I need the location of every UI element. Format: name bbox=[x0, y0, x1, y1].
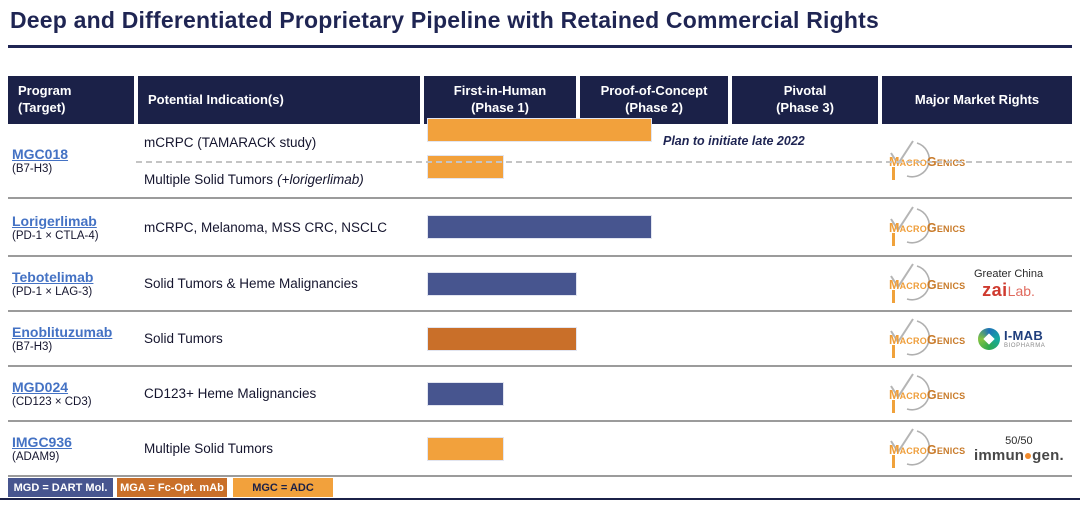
market-rights-cell: MacroGenics 50/50 immun gen. bbox=[884, 422, 1074, 475]
macrogenics-swoosh-icon bbox=[890, 427, 930, 468]
title-underline bbox=[8, 45, 1072, 48]
macrogenics-swoosh-icon bbox=[890, 262, 930, 303]
i-mab-subtitle: BIOPHARMA bbox=[1004, 342, 1046, 349]
bar-annotation: Plan to initiate late 2022 bbox=[663, 134, 805, 148]
program-target: (CD123 × CD3) bbox=[12, 396, 92, 408]
phase-progress-bar bbox=[427, 326, 577, 351]
indication-text: Multiple Solid Tumors bbox=[144, 441, 274, 456]
i-mab-logo: I-MAB BIOPHARMA bbox=[978, 327, 1046, 350]
column-header-indications: Potential Indication(s) bbox=[138, 76, 420, 124]
immunogen-dot-icon bbox=[1025, 452, 1032, 459]
program-link-imgc936[interactable]: IMGC936 bbox=[12, 434, 72, 450]
macrogenics-swoosh-icon bbox=[890, 139, 930, 180]
program-target: (ADAM9) bbox=[12, 451, 60, 463]
program-cell: IMGC936 (ADAM9) bbox=[12, 422, 132, 475]
pipeline-row-mgd024: MGD024 (CD123 × CD3) CD123+ Heme Maligna… bbox=[0, 367, 1080, 420]
column-header-program: Program (Target) bbox=[8, 76, 134, 124]
program-target: (PD-1 × CTLA-4) bbox=[12, 229, 99, 242]
phase-progress-bar bbox=[427, 155, 504, 179]
column-header-phase3: Pivotal (Phase 3) bbox=[732, 76, 878, 124]
program-cell: Tebotelimab (PD-1 × LAG-3) bbox=[12, 257, 132, 310]
macrogenics-logo: MacroGenics bbox=[884, 204, 972, 250]
program-cell: Lorigerlimab (PD-1 × CTLA-4) bbox=[12, 199, 132, 255]
market-rights-cell: MacroGenics I-MAB BIOPHARMA bbox=[884, 312, 1074, 365]
macrogenics-swoosh-icon bbox=[890, 317, 930, 358]
macrogenics-logo: MacroGenics bbox=[884, 316, 972, 362]
zai-wordmark: zaiLab. bbox=[982, 279, 1035, 300]
immunogen-share-label: 50/50 bbox=[1005, 434, 1033, 447]
row-divider bbox=[8, 420, 1072, 422]
program-target: (B7-H3) bbox=[12, 341, 53, 353]
indication-text: mCRPC (TAMARACK study) bbox=[144, 134, 317, 150]
pipeline-row-lorigerlimab: Lorigerlimab (PD-1 × CTLA-4) mCRPC, Mela… bbox=[0, 199, 1080, 255]
study-subrow: Multiple Solid Tumors (+lorigerlimab) bbox=[0, 155, 1080, 197]
row-divider bbox=[8, 310, 1072, 312]
indication-text: mCRPC, Melanoma, MSS CRC, NSCLC bbox=[144, 219, 388, 235]
pipeline-row-imgc936: IMGC936 (ADAM9) Multiple Solid Tumors Ma… bbox=[0, 422, 1080, 475]
program-link-lorigerlimab[interactable]: Lorigerlimab bbox=[12, 212, 97, 229]
indication-text: Multiple Solid Tumors (+lorigerlimab) bbox=[144, 171, 364, 187]
zai-region-label: Greater China bbox=[974, 267, 1044, 280]
study-subrow: mCRPC (TAMARACK study) Plan to initiate … bbox=[0, 118, 1080, 160]
phase-progress-bar bbox=[427, 436, 504, 461]
macrogenics-logo: MacroGenics bbox=[884, 261, 972, 307]
row-divider bbox=[8, 255, 1072, 257]
macrogenics-swoosh-icon bbox=[890, 372, 930, 413]
legend-chip-mga: MGA = Fc-Opt. mAb bbox=[117, 478, 227, 497]
legend-chip-mgc: MGC = ADC bbox=[233, 478, 333, 497]
pipeline-row-enoblituzumab: Enoblituzumab (B7-H3) Solid Tumors Macro… bbox=[0, 312, 1080, 365]
row-divider bbox=[8, 475, 1072, 477]
indication-text: CD123+ Heme Malignancies bbox=[144, 386, 317, 401]
market-rights-cell: MacroGenics Greater China zaiLab. bbox=[884, 257, 1074, 310]
row-divider bbox=[8, 197, 1072, 199]
program-link-enoblituzumab[interactable]: Enoblituzumab bbox=[12, 324, 113, 340]
market-rights-cell: MacroGenics bbox=[884, 367, 1074, 420]
phase-progress-bar bbox=[427, 381, 504, 406]
page-title: Deep and Differentiated Proprietary Pipe… bbox=[10, 7, 879, 33]
bottom-rule bbox=[0, 498, 1080, 500]
phase-progress-bar bbox=[427, 118, 652, 142]
program-target: (PD-1 × LAG-3) bbox=[12, 286, 93, 298]
program-cell: Enoblituzumab (B7-H3) bbox=[12, 312, 132, 365]
indication-text: Solid Tumors & Heme Malignancies bbox=[144, 276, 358, 291]
column-header-phase2: Proof-of-Concept (Phase 2) bbox=[580, 76, 728, 124]
study-divider-dashed bbox=[136, 161, 1072, 163]
indication-text: Solid Tumors bbox=[144, 331, 223, 346]
program-cell: MGD024 (CD123 × CD3) bbox=[12, 367, 132, 420]
i-mab-circle-icon bbox=[978, 327, 1000, 350]
zai-lab-logo: Greater China zaiLab. bbox=[974, 268, 1043, 300]
legend-chip-mgd: MGD = DART Mol. bbox=[8, 478, 113, 497]
column-header-phase1: First-in-Human (Phase 1) bbox=[424, 76, 576, 124]
row-divider bbox=[8, 365, 1072, 367]
program-link-tebotelimab[interactable]: Tebotelimab bbox=[12, 269, 94, 285]
phase-progress-bar bbox=[427, 271, 577, 296]
immunogen-wordmark: immun gen. bbox=[974, 446, 1064, 464]
program-link-mgc018[interactable]: MGC018 bbox=[12, 146, 69, 162]
program-cell: MGC018 (B7-H3) bbox=[12, 124, 132, 197]
immunogen-logo: 50/50 immun gen. bbox=[974, 435, 1064, 463]
pipeline-row-tebotelimab: Tebotelimab (PD-1 × LAG-3) Solid Tumors … bbox=[0, 257, 1080, 310]
market-rights-cell: MacroGenics bbox=[884, 199, 1074, 255]
program-link-mgd024[interactable]: MGD024 bbox=[12, 379, 69, 395]
i-mab-wordmark: I-MAB bbox=[1004, 327, 1044, 343]
phase-progress-bar bbox=[427, 215, 652, 239]
program-target: (B7-H3) bbox=[12, 163, 53, 175]
macrogenics-logo: MacroGenics bbox=[884, 426, 972, 472]
macrogenics-logo: MacroGenics bbox=[884, 371, 972, 417]
column-header-market-rights: Major Market Rights bbox=[882, 76, 1072, 124]
macrogenics-swoosh-icon bbox=[890, 206, 930, 246]
